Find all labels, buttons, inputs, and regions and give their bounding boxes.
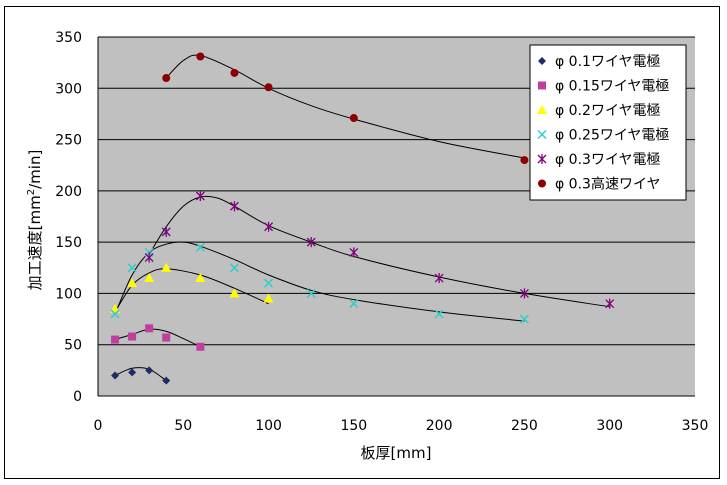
- data-point: [162, 74, 171, 83]
- x-tick-label: 250: [511, 418, 538, 434]
- data-point: [306, 237, 316, 248]
- data-point: [434, 309, 444, 319]
- legend-label: φ 0.1ワイヤ電極: [555, 54, 661, 70]
- data-point: [229, 288, 240, 298]
- legend: φ 0.1ワイヤ電極 φ 0.15ワイヤ電極 φ 0.2ワイヤ電極 φ 0.25ワイヤ…: [529, 44, 687, 201]
- y-tick-label: 200: [55, 184, 82, 200]
- data-point: [128, 368, 137, 377]
- data-point: [195, 190, 205, 201]
- data-point: [144, 252, 154, 263]
- x-tick-label: 50: [174, 418, 192, 434]
- data-point: [229, 263, 239, 273]
- data-point: [161, 262, 172, 272]
- data-point: [263, 293, 274, 303]
- data-point: [195, 273, 206, 283]
- data-point: [306, 288, 316, 298]
- data-point: [538, 81, 546, 90]
- trend-curve: [148, 195, 610, 308]
- y-tick-label: 50: [64, 338, 82, 354]
- legend-label: φ 0.3高速ワイヤ: [555, 176, 661, 193]
- x-tick-label: 150: [340, 418, 367, 434]
- y-tick-label: 300: [55, 81, 82, 97]
- y-axis-title: 加工速度[mm2/min]: [26, 150, 44, 291]
- x-tick-label: 300: [596, 418, 623, 434]
- trend-curve: [165, 54, 525, 159]
- data-point: [537, 129, 547, 140]
- data-point: [605, 298, 615, 309]
- x-axis-title: 板厚[mm]: [361, 444, 432, 462]
- legend-label: φ 0.2ワイヤ電極: [555, 103, 661, 119]
- data-point: [144, 273, 155, 283]
- data-point: [111, 371, 120, 380]
- data-point: [128, 332, 137, 341]
- data-point: [434, 273, 444, 284]
- data-point: [349, 299, 359, 309]
- x-tick-label: 0: [94, 418, 103, 434]
- y-tick-label: 350: [55, 30, 82, 46]
- x-tick-label: 350: [682, 418, 709, 434]
- y-tick-label: 150: [55, 235, 82, 251]
- data-point: [349, 114, 358, 123]
- data-point: [195, 242, 205, 252]
- data-point: [519, 314, 529, 324]
- x-tick-label: 200: [426, 418, 453, 434]
- data-point: [537, 154, 547, 164]
- data-point: [230, 68, 239, 77]
- x-tick-labels: 0 50 100 150 200 250 300 350: [94, 418, 709, 434]
- data-point: [519, 288, 529, 299]
- data-points: [110, 52, 615, 385]
- data-point: [161, 226, 171, 237]
- data-point: [264, 83, 273, 92]
- data-point: [110, 309, 120, 319]
- data-point: [145, 324, 154, 333]
- data-point: [196, 52, 205, 61]
- x-tick-label: 100: [255, 418, 282, 434]
- y-tick-label: 250: [55, 133, 82, 149]
- data-point: [111, 335, 120, 344]
- data-point: [264, 278, 274, 288]
- data-point: [145, 366, 154, 375]
- data-point: [229, 201, 239, 212]
- data-point: [162, 333, 171, 342]
- legend-box: [529, 44, 687, 201]
- data-point: [349, 247, 359, 258]
- legend-label: φ 0.15ワイヤ電極: [555, 79, 669, 95]
- data-point: [538, 57, 546, 65]
- data-point: [264, 221, 274, 232]
- y-tick-labels: 0 50 100 150 200 250 300 350: [55, 30, 82, 405]
- data-point: [537, 105, 547, 114]
- trend-curve: [114, 367, 167, 382]
- legend-label: φ 0.3ワイヤ電極: [555, 152, 661, 168]
- y-tick-label: 100: [55, 286, 82, 302]
- legend-label: φ 0.25ワイヤ電極: [555, 128, 669, 144]
- data-point: [127, 263, 137, 273]
- y-tick-label: 0: [73, 389, 82, 405]
- data-point: [127, 278, 138, 288]
- data-point: [162, 376, 171, 385]
- data-point: [196, 342, 205, 351]
- data-point: [520, 156, 529, 165]
- data-point: [538, 179, 546, 188]
